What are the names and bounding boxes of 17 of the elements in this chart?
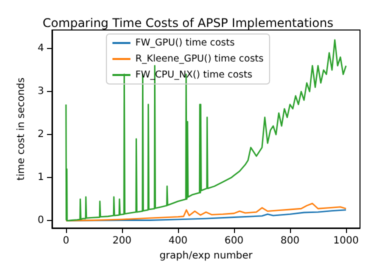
x-tick-label: 0 xyxy=(62,236,70,246)
x-tick-label: 1000 xyxy=(333,236,359,246)
y-tick-label: 4 xyxy=(38,43,44,54)
x-tick-label: 800 xyxy=(280,236,300,246)
y-tick-label: 2 xyxy=(38,129,44,140)
x-tick-label: 200 xyxy=(112,236,132,246)
legend-label: R_Kleene_GPU() time costs xyxy=(135,54,264,64)
x-axis-title: graph/exp number xyxy=(159,250,254,262)
chart-title: Comparing Time Costs of APSP Implementations xyxy=(42,16,334,30)
legend-label: FW_GPU() time costs xyxy=(135,38,235,48)
x-tick-label: 600 xyxy=(224,236,244,246)
y-tick-label: 1 xyxy=(38,172,44,184)
x-tick-label: 400 xyxy=(168,236,188,246)
y-tick-label: 3 xyxy=(38,86,44,98)
line-series xyxy=(65,202,347,222)
y-tick-label: 0 xyxy=(38,215,44,226)
y-axis-title: time cost in seconds xyxy=(16,78,28,180)
